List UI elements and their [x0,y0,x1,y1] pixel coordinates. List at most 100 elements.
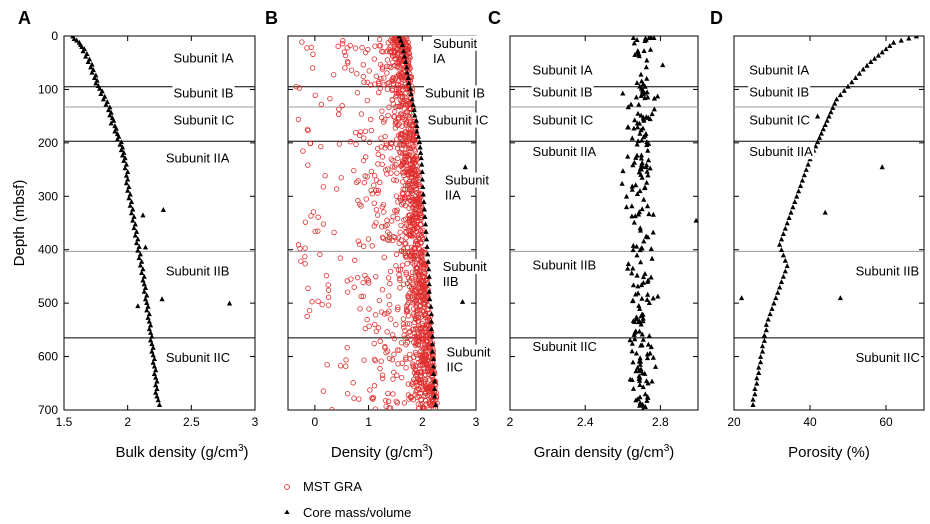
data-point [642,38,648,44]
data-point [404,280,411,287]
data-point [387,301,393,308]
data-point [400,141,406,148]
data-point [320,184,327,190]
subunit-label: Subunit IA [749,62,809,77]
data-point [849,79,855,85]
data-point [801,172,807,178]
data-point [635,283,641,289]
data-point [410,300,416,306]
subunit-label-bg [748,112,811,128]
data-point [636,328,643,334]
x-tick-label: 3 [252,415,259,429]
plot-area [288,36,476,410]
data-point [85,59,91,64]
data-point [403,342,409,348]
subunit-label-bg [423,85,486,101]
data-point [226,300,233,306]
data-point [361,357,367,363]
data-point [408,395,414,401]
data-point [379,161,385,168]
data-point [646,211,652,217]
data-point [363,196,369,202]
panel-letter: C [488,8,501,28]
data-point [638,321,644,327]
data-point [754,380,760,386]
panel-d: D 20 40 60 Porosity (%) Subunit IA Subunit IB S… [710,8,925,461]
subunit-label: Subunit IC [749,113,810,128]
data-point [414,128,420,134]
data-point [638,93,644,98]
subunit-label: Subunit IA [174,51,234,66]
data-point [372,321,378,328]
data-point [410,101,416,107]
data-point [417,139,423,145]
data-point [654,93,661,99]
data-point [420,277,427,284]
panel-letter: D [710,8,723,28]
data-point [379,114,385,121]
data-point [413,183,420,189]
data-point [403,36,410,40]
data-point [634,252,640,258]
data-point [366,68,372,74]
data-point [399,114,405,120]
data-point [645,147,651,153]
data-point [650,295,656,301]
data-point [816,134,823,140]
legend-label-mst-gra: MST GRA [303,479,362,494]
data-point [325,302,332,308]
depth-axis-label: Depth (mbsf) [11,180,28,267]
data-point [296,85,303,91]
subunit-label-bg [531,144,598,160]
data-point [410,226,416,233]
data-point [655,293,661,299]
data-point [425,366,432,372]
data-point [648,274,654,280]
data-point [135,303,141,309]
data-point [373,73,379,79]
data-point [383,142,390,148]
data-point [636,101,642,107]
data-point [147,329,154,335]
data-point [405,180,412,187]
x-axis-label: Grain density (g/cm3) [534,443,675,461]
subunit-label: Subunit IIA [533,144,597,159]
data-point [400,316,407,322]
x-tick-label: 60 [879,415,893,429]
data-point [645,94,651,100]
depth-tick-label: 600 [38,350,58,364]
data-point [417,362,423,369]
depth-tick-labels: 0 100 200 300 400 500 600 700 [38,29,58,417]
data-point [344,278,350,284]
data-point [409,233,415,240]
data-point [352,45,359,51]
data-point [913,36,919,39]
data-point [372,406,379,410]
data-point [413,238,419,245]
data-point [382,145,388,151]
data-point [634,49,640,55]
subunit-label-bg [531,339,598,355]
data-point [400,48,407,54]
data-point [128,210,135,216]
data-point [390,80,396,87]
data-point [403,228,410,235]
data-point [97,85,103,91]
subunit-label: Subunit IIA [749,144,813,159]
data-point [380,235,387,242]
data-point [413,316,419,323]
data-point [360,293,366,300]
data-point [322,173,328,179]
data-point [351,284,357,290]
data-point [312,92,318,99]
data-point [639,311,645,317]
subunit-label-bg [164,349,232,365]
subunit-label-bg [854,349,921,365]
data-point [107,112,113,118]
data-point [620,168,626,174]
data-point [111,117,117,123]
data-point [771,300,777,306]
x-tick-label: 2.4 [577,415,594,429]
data-point [409,250,415,257]
data-point [650,211,656,217]
